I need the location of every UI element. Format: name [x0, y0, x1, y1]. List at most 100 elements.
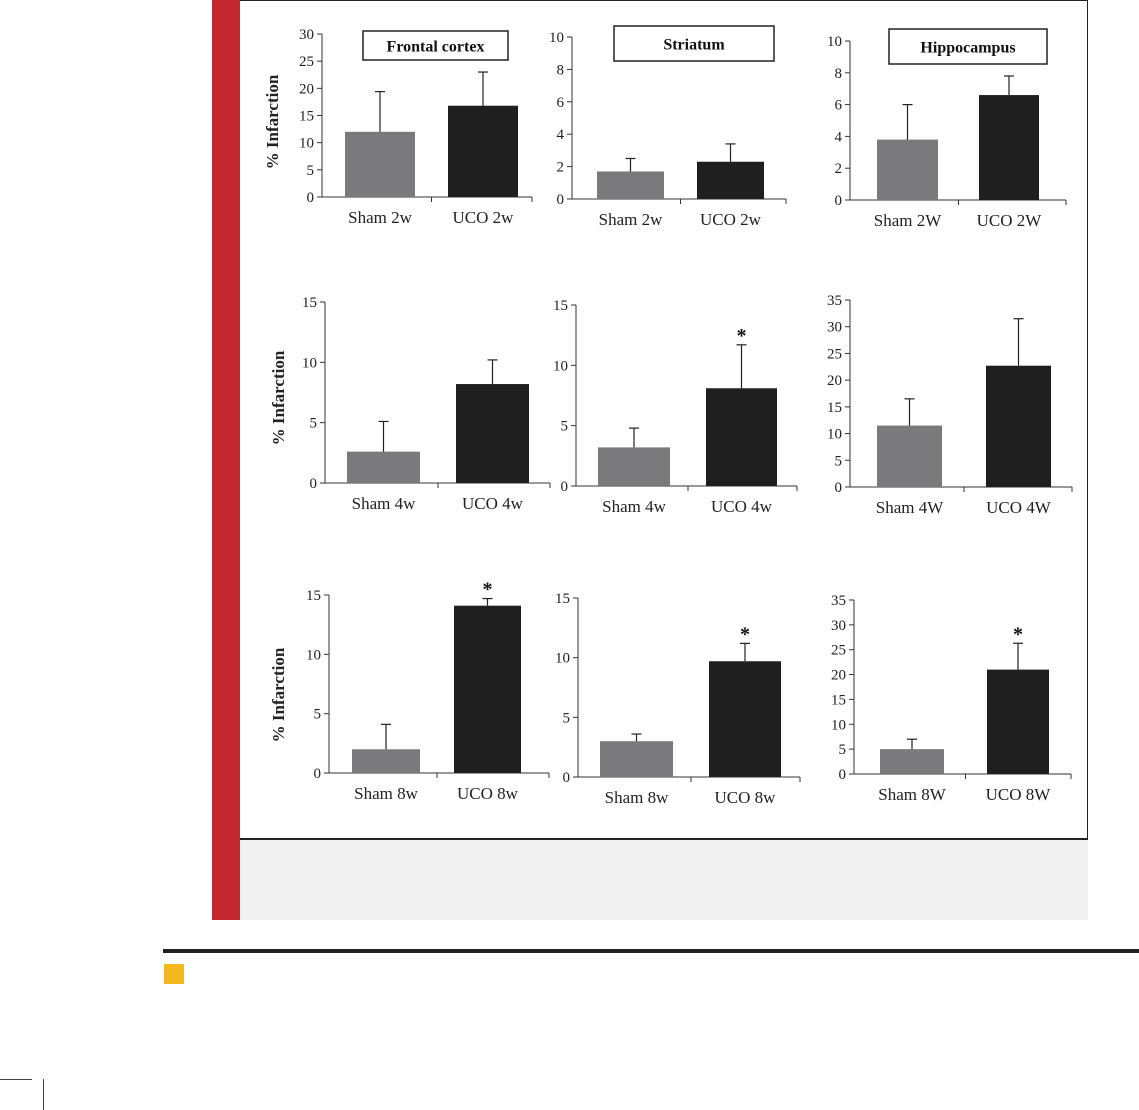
x-category-label: Sham 2w	[599, 210, 663, 229]
y-tick-label: 15	[299, 109, 314, 125]
x-category-label: Sham 2w	[348, 208, 412, 227]
bar-uco	[454, 605, 521, 773]
x-category-label: UCO 4w	[711, 497, 773, 516]
section-divider	[163, 949, 1139, 953]
significance-star: *	[740, 623, 750, 645]
bar-uco	[697, 161, 764, 199]
x-category-label: UCO 4W	[986, 498, 1052, 517]
significance-star: *	[737, 325, 747, 347]
chart-panel-5: 0 5 10 15 Sham 4w * UCO 4w	[553, 298, 798, 516]
y-tick-label: 10	[549, 30, 564, 46]
y-tick-label: 20	[831, 668, 846, 684]
bar-uco	[448, 105, 518, 197]
y-tick-label: 10	[827, 427, 842, 443]
chart-title: Hippocampus	[920, 40, 1015, 57]
chart-title-box	[888, 28, 1048, 65]
y-tick-label: 15	[306, 588, 321, 604]
figure-caption-box	[240, 838, 1088, 920]
y-tick-label: 15	[827, 400, 842, 416]
y-tick-label: 2	[557, 160, 565, 176]
chart-title-box	[362, 30, 509, 61]
y-tick-label: 15	[831, 692, 846, 708]
y-axis-label: % Infarction	[269, 350, 288, 445]
bar-sham	[345, 131, 415, 197]
y-tick-label: 10	[827, 34, 842, 50]
x-category-label: UCO 2W	[977, 211, 1043, 230]
bar-uco	[706, 388, 777, 486]
y-tick-label: 35	[827, 293, 842, 309]
x-category-label: Sham 8W	[878, 785, 946, 804]
y-tick-label: 20	[299, 81, 314, 97]
y-tick-label: 6	[557, 95, 565, 111]
chart-title-box	[613, 25, 775, 62]
x-category-label: UCO 8w	[715, 788, 777, 807]
x-category-label: Sham 8w	[354, 784, 418, 803]
y-tick-label: 10	[553, 358, 568, 374]
y-tick-label: 5	[314, 707, 322, 723]
y-tick-label: 0	[835, 480, 843, 496]
y-axis-label: % Infarction	[269, 647, 288, 742]
y-tick-label: 0	[314, 766, 322, 782]
y-axis-label: % Infarction	[263, 74, 282, 169]
figure-accent-stripe	[212, 0, 240, 920]
y-tick-label: 8	[557, 62, 565, 78]
y-tick-label: 5	[835, 453, 843, 469]
y-tick-label: 25	[831, 643, 846, 659]
y-tick-label: 4	[557, 127, 565, 143]
y-tick-label: 5	[839, 742, 847, 758]
significance-star: *	[1013, 623, 1023, 645]
x-category-label: Sham 4w	[602, 497, 666, 516]
bar-uco	[986, 365, 1051, 487]
chart-title: Striatum	[663, 37, 725, 54]
bar-uco	[456, 384, 529, 483]
y-tick-label: 0	[307, 190, 315, 206]
x-category-label: Sham 2W	[874, 211, 942, 230]
bar-uco	[709, 661, 781, 777]
y-tick-label: 0	[310, 476, 318, 492]
y-tick-label: 5	[310, 416, 318, 432]
y-tick-label: 30	[299, 27, 314, 43]
x-category-label: UCO 2w	[453, 208, 515, 227]
bar-sham	[347, 451, 420, 483]
bar-sham	[600, 741, 673, 777]
chart-panel-8: 0 5 10 15 Sham 8w * UCO 8w	[555, 591, 801, 807]
y-tick-label: 0	[839, 767, 847, 783]
y-tick-label: 10	[306, 647, 321, 663]
x-category-label: Sham 4w	[352, 494, 416, 513]
y-tick-label: 6	[835, 98, 843, 114]
y-tick-label: 5	[307, 163, 315, 179]
y-tick-label: 15	[553, 298, 568, 314]
bar-uco	[987, 669, 1049, 774]
y-tick-label: 0	[561, 479, 569, 495]
bar-sham	[352, 749, 420, 773]
x-category-label: UCO 4w	[462, 494, 524, 513]
y-tick-label: 0	[835, 193, 843, 209]
y-tick-label: 8	[835, 66, 843, 82]
bar-sham	[598, 447, 670, 486]
crop-mark-vertical	[43, 1079, 44, 1110]
chart-panel-1: 0 5 10 15 20 25 30 Sham 2w UCO 2w Frontal cortex%…	[263, 27, 533, 227]
chart-panel-9: 0 5 10 15 20 25 30 35 Sham 8W * UCO 8W	[831, 593, 1072, 804]
y-tick-label: 10	[302, 355, 317, 371]
x-category-label: UCO 8W	[986, 785, 1052, 804]
y-tick-label: 15	[302, 295, 317, 311]
crop-mark-horizontal	[0, 1079, 32, 1080]
bar-sham	[880, 749, 944, 774]
bar-sham	[877, 139, 938, 200]
chart-panel-6: 0 5 10 15 20 25 30 35 Sham 4W UCO 4W	[827, 293, 1073, 517]
chart-panel-4: 0 5 10 15 Sham 4w UCO 4w % Infarction	[269, 295, 551, 513]
y-tick-label: 0	[563, 770, 571, 786]
chart-title: Frontal cortex	[387, 39, 485, 56]
x-category-label: UCO 2w	[700, 210, 762, 229]
x-category-label: Sham 8w	[605, 788, 669, 807]
y-tick-label: 25	[299, 54, 314, 70]
y-tick-label: 30	[831, 618, 846, 634]
y-tick-label: 15	[555, 591, 570, 607]
y-tick-label: 20	[827, 373, 842, 389]
bar-uco	[979, 95, 1039, 200]
bar-sham	[877, 425, 942, 487]
x-category-label: Sham 4W	[876, 498, 944, 517]
y-tick-label: 0	[557, 192, 565, 208]
y-tick-label: 5	[563, 710, 571, 726]
